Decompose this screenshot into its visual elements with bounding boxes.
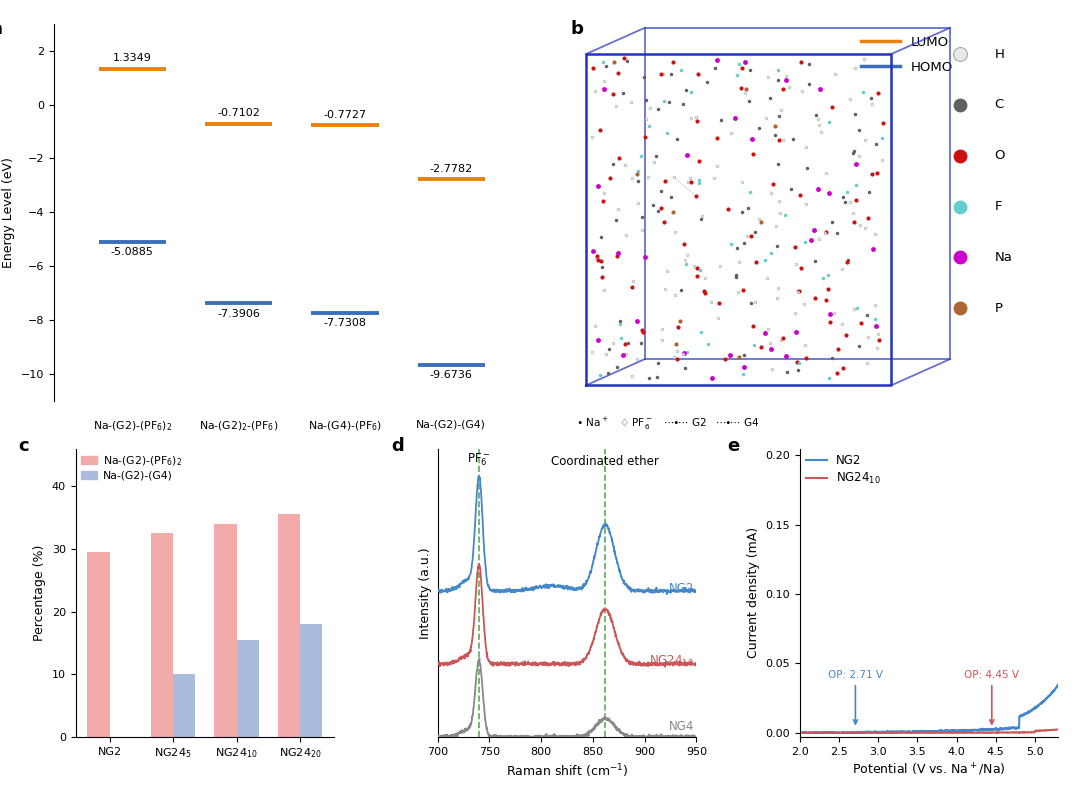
- NG2: [794, 728, 807, 738]
- Bar: [87, 552, 109, 737]
- Text: Na-(G4)-(PF$_6$): Na-(G4)-(PF$_6$): [308, 420, 382, 433]
- Text: OP: 2.71 V: OP: 2.71 V: [828, 670, 883, 724]
- Text: NG2: NG2: [669, 582, 694, 595]
- NG24$_{10}$: [794, 728, 807, 738]
- Line: NG2: NG2: [800, 684, 1058, 733]
- Text: c: c: [18, 437, 29, 455]
- Text: 1.3349: 1.3349: [113, 54, 152, 63]
- Bar: [300, 624, 323, 737]
- NG24$_{10}$: [907, 728, 920, 738]
- NG24$_{10}$: [897, 728, 910, 738]
- NG24$_{10}$: [820, 728, 833, 738]
- Text: Na: Na: [995, 251, 1012, 264]
- Bar: [278, 514, 300, 737]
- NG2: [1000, 724, 1013, 734]
- Text: NG4: NG4: [669, 719, 694, 733]
- Legend: Na-(G2)-(PF$_6$)$_2$, Na-(G2)-(G4): Na-(G2)-(PF$_6$)$_2$, Na-(G2)-(G4): [81, 454, 181, 481]
- Text: NG24$_{10}$: NG24$_{10}$: [649, 654, 694, 669]
- Text: F: F: [995, 200, 1002, 213]
- Y-axis label: Current density (mA): Current density (mA): [746, 527, 759, 658]
- Legend: LUMO, HOMO: LUMO, HOMO: [855, 30, 958, 79]
- Y-axis label: Intensity (a.u.): Intensity (a.u.): [419, 547, 432, 638]
- Y-axis label: Energy Level (eV): Energy Level (eV): [2, 157, 15, 268]
- Bar: [173, 674, 195, 737]
- NG2: [794, 727, 807, 737]
- Text: OP: 4.45 V: OP: 4.45 V: [964, 670, 1020, 724]
- Text: P: P: [995, 302, 1002, 315]
- Text: Na-(G2)-(PF$_6$)$_2$: Na-(G2)-(PF$_6$)$_2$: [93, 420, 172, 433]
- Text: -7.3906: -7.3906: [217, 309, 260, 319]
- NG2: [971, 725, 984, 735]
- NG2: [996, 724, 1009, 734]
- NG24$_{10}$: [1052, 725, 1065, 735]
- Y-axis label: Percentage (%): Percentage (%): [33, 545, 46, 641]
- Text: -5.0885: -5.0885: [111, 247, 153, 257]
- Legend: NG2, NG24$_{10}$: NG2, NG24$_{10}$: [806, 454, 881, 486]
- Text: -9.6736: -9.6736: [430, 370, 473, 380]
- Text: d: d: [391, 437, 404, 455]
- NG2: [907, 727, 920, 736]
- Text: Coordinated ether: Coordinated ether: [551, 455, 659, 469]
- NG2: [1052, 679, 1065, 689]
- Line: NG24$_{10}$: NG24$_{10}$: [800, 730, 1058, 733]
- Text: O: O: [995, 149, 1004, 163]
- Text: H: H: [995, 47, 1004, 61]
- NG2: [899, 727, 912, 737]
- Text: $\bullet$ Na$^+$   $\diamondsuit$ PF$_6^-$   $\cdots\!\!\bullet\!\!\cdots$ G2   : $\bullet$ Na$^+$ $\diamondsuit$ PF$_6^-$…: [576, 416, 759, 432]
- Bar: [215, 524, 237, 737]
- Text: -2.7782: -2.7782: [430, 164, 473, 174]
- Text: -0.7102: -0.7102: [217, 108, 260, 119]
- NG2: [820, 728, 833, 738]
- Bar: [151, 533, 173, 737]
- Text: a: a: [0, 20, 2, 38]
- Text: e: e: [727, 437, 740, 455]
- Text: PF$_6^-$: PF$_6^-$: [468, 452, 491, 469]
- Text: C: C: [995, 99, 1003, 111]
- NG24$_{10}$: [1000, 728, 1013, 738]
- NG24$_{10}$: [971, 728, 984, 738]
- Text: -0.7727: -0.7727: [323, 110, 366, 120]
- Text: -7.7308: -7.7308: [323, 318, 366, 328]
- Text: b: b: [571, 20, 584, 38]
- Text: Na-(G2)-(G4): Na-(G2)-(G4): [416, 420, 486, 429]
- X-axis label: Potential (V vs. Na$^+$/Na): Potential (V vs. Na$^+$/Na): [852, 763, 1005, 779]
- Text: Na-(G2)$_2$-(PF$_6$): Na-(G2)$_2$-(PF$_6$): [199, 420, 279, 433]
- X-axis label: Raman shift (cm$^{-1}$): Raman shift (cm$^{-1}$): [505, 763, 629, 780]
- NG24$_{10}$: [995, 727, 1008, 737]
- Bar: [237, 640, 259, 737]
- NG24$_{10}$: [1051, 725, 1064, 735]
